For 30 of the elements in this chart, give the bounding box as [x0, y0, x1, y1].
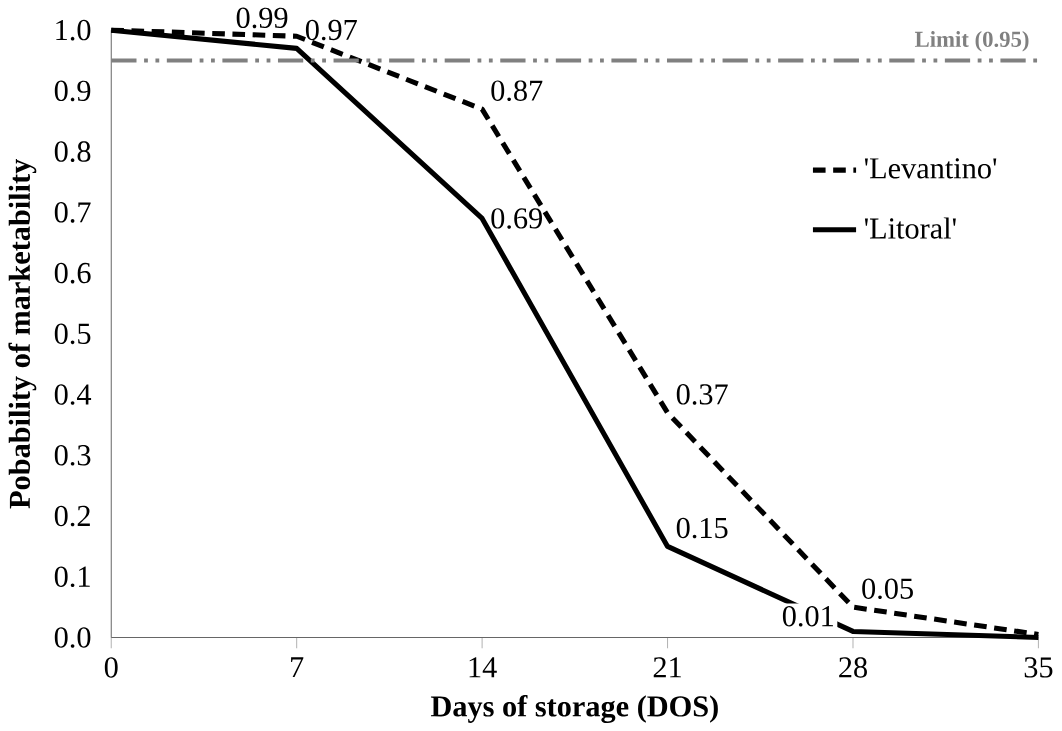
x-axis-title: Days of storage (DOS) — [430, 694, 718, 723]
data-label: 0.97 — [305, 19, 357, 41]
y-tick-label: 1.0 — [56, 19, 91, 41]
data-label: 0.01 — [782, 605, 833, 627]
y-tick-label: 0.9 — [54, 80, 91, 101]
y-tick-label: 0.2 — [54, 505, 90, 527]
data-label: 0.15 — [676, 517, 728, 539]
y-tick-label: 0.0 — [54, 626, 91, 648]
y-axis-title: Pobability of marketability — [8, 158, 37, 509]
y-tick-label: 0.5 — [54, 323, 91, 344]
data-label: 0.87 — [491, 80, 543, 101]
x-tick-label: 0 — [104, 656, 118, 678]
legend-label: 'Litoral' — [864, 217, 956, 239]
data-label: 0.69 — [491, 207, 542, 229]
x-tick-label: 21 — [653, 656, 681, 678]
y-tick-label: 0.4 — [54, 384, 92, 405]
x-tick-label: 14 — [469, 656, 497, 677]
x-tick-label: 35 — [1024, 656, 1053, 678]
y-tick-label: 0.6 — [54, 262, 91, 284]
data-label: 0.99 — [236, 7, 288, 28]
legend-label: 'Levantino' — [864, 157, 997, 179]
x-tick-label: 7 — [291, 656, 304, 677]
y-tick-label: 0.7 — [54, 201, 91, 223]
data-label: 0.05 — [862, 578, 913, 599]
y-tick-label: 0.1 — [54, 566, 90, 587]
ref-line-label: Limit (0.95) — [914, 30, 1029, 52]
y-tick-label: 0.3 — [54, 444, 91, 466]
data-label: 0.37 — [676, 383, 728, 405]
x-tick-label: 28 — [839, 656, 867, 678]
y-tick-label: 0.8 — [54, 141, 91, 162]
